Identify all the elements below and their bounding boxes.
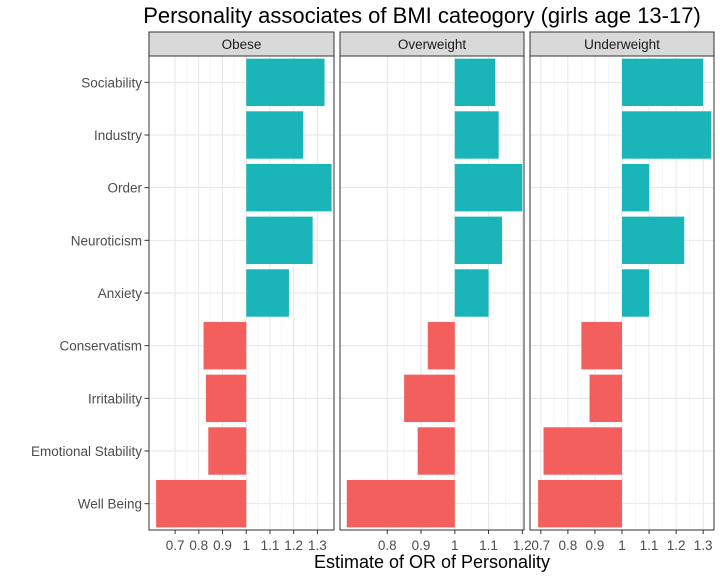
x-axis-title: Estimate of OR of Personality bbox=[314, 552, 550, 572]
bar-obese-anxiety bbox=[246, 269, 289, 317]
x-tick-label-underweight: 0.7 bbox=[531, 538, 550, 553]
bar-obese-conservatism bbox=[203, 321, 247, 370]
bar-overweight-anxiety bbox=[454, 269, 489, 317]
category-label-conservatism: Conservatism bbox=[59, 339, 142, 354]
x-tick-label-overweight: 0.8 bbox=[378, 538, 397, 553]
x-tick-label-obese: 0.7 bbox=[166, 538, 185, 553]
bar-underweight-industry bbox=[622, 111, 712, 159]
x-tick-label-underweight: 0.8 bbox=[558, 538, 577, 553]
bar-obese-irritability bbox=[205, 374, 247, 423]
bar-obese-order bbox=[246, 163, 332, 212]
bar-overweight-conservatism bbox=[427, 321, 455, 370]
facet-label-underweight: Underweight bbox=[584, 37, 660, 52]
bar-underweight-neuroticism bbox=[622, 216, 685, 265]
x-tick-label-obese: 1.1 bbox=[261, 538, 280, 553]
bar-underweight-irritability bbox=[589, 374, 622, 423]
chart-title: Personality associates of BMI cateogory … bbox=[143, 3, 701, 28]
bar-obese-industry bbox=[246, 111, 304, 159]
x-tick-label-obese: 1.2 bbox=[284, 538, 303, 553]
x-tick-label-overweight: 0.9 bbox=[412, 538, 431, 553]
bar-underweight-conservatism bbox=[581, 321, 622, 370]
plot-area: Sociability Industry Order Neuroticism Anxie… bbox=[31, 31, 715, 553]
x-tick-label-underweight: 0.9 bbox=[586, 538, 605, 553]
bar-obese-sociability bbox=[246, 58, 325, 107]
category-label-emotional-stability: Emotional Stability bbox=[31, 444, 142, 459]
bar-overweight-sociability bbox=[454, 58, 496, 107]
facet-label-obese: Obese bbox=[222, 37, 262, 52]
category-label-sociability: Sociability bbox=[81, 75, 142, 90]
x-tick-label-underweight: 1.2 bbox=[667, 538, 686, 553]
bar-underweight-order bbox=[622, 163, 650, 212]
bar-underweight-well-being bbox=[538, 479, 622, 528]
category-label-well-being: Well Being bbox=[78, 497, 142, 512]
bar-overweight-industry bbox=[454, 111, 499, 159]
bar-obese-emotional-stability bbox=[208, 427, 247, 475]
x-tick-label-underweight: 1.3 bbox=[694, 538, 713, 553]
x-tick-label-overweight: 1.2 bbox=[513, 538, 532, 553]
bar-overweight-emotional-stability bbox=[417, 427, 455, 475]
x-tick-label-obese: 0.9 bbox=[213, 538, 232, 553]
bar-obese-well-being bbox=[156, 479, 247, 528]
x-tick-label-obese: 1 bbox=[242, 538, 250, 553]
bar-overweight-well-being bbox=[346, 479, 455, 528]
facet-strip-underweight bbox=[529, 31, 715, 57]
bar-underweight-sociability bbox=[622, 58, 704, 107]
facet-label-overweight: Overweight bbox=[398, 37, 467, 52]
x-tick-label-overweight: 1.1 bbox=[479, 538, 498, 553]
category-label-neuroticism: Neuroticism bbox=[71, 233, 142, 248]
x-tick-label-overweight: 1 bbox=[451, 538, 459, 553]
bar-obese-neuroticism bbox=[246, 216, 313, 265]
bar-overweight-irritability bbox=[404, 374, 455, 423]
bar-overweight-neuroticism bbox=[454, 216, 503, 265]
bar-underweight-anxiety bbox=[622, 269, 650, 317]
x-tick-label-underweight: 1.1 bbox=[640, 538, 659, 553]
category-label-irritability: Irritability bbox=[88, 391, 142, 406]
x-tick-label-obese: 0.8 bbox=[189, 538, 208, 553]
facet-strip-overweight bbox=[339, 31, 525, 57]
bar-overweight-order bbox=[454, 163, 523, 212]
category-label-anxiety: Anxiety bbox=[98, 286, 143, 301]
x-tick-label-underweight: 1 bbox=[618, 538, 626, 553]
bar-underweight-emotional-stability bbox=[543, 427, 622, 475]
category-label-order: Order bbox=[107, 181, 142, 196]
category-label-industry: Industry bbox=[94, 128, 142, 143]
x-tick-label-obese: 1.3 bbox=[308, 538, 327, 553]
facet-strip-obese bbox=[148, 31, 335, 57]
